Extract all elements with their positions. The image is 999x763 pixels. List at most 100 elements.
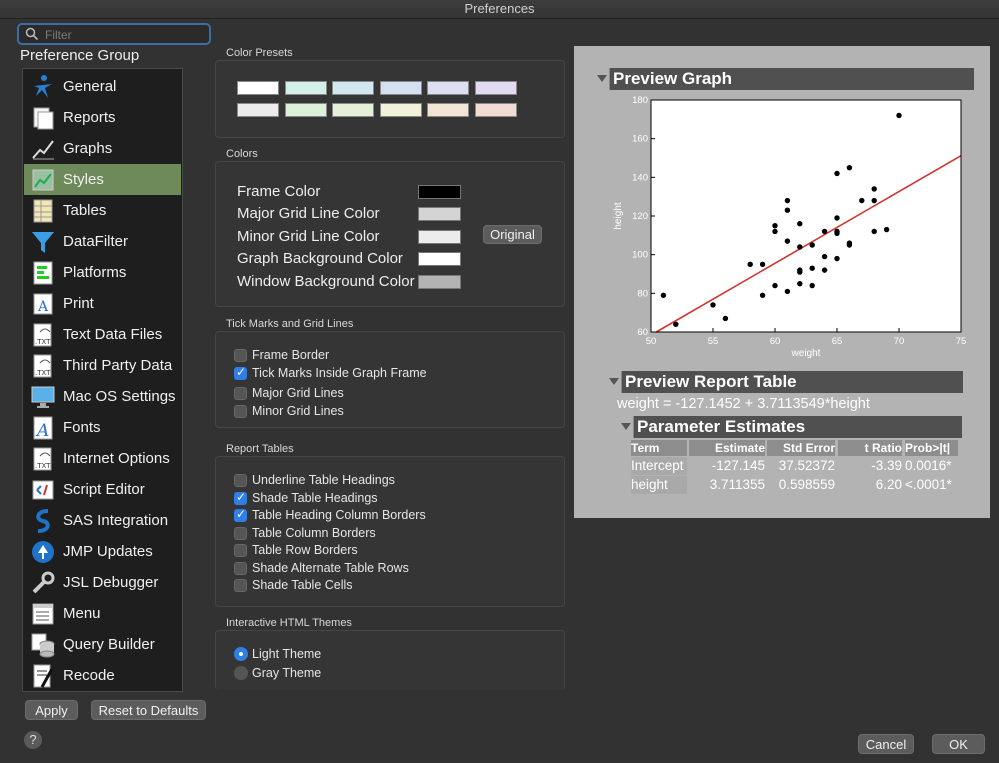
color-preset-swatch[interactable] [284,81,327,95]
color-preset-swatch[interactable] [332,103,374,117]
original-button[interactable]: Original [483,225,542,244]
checkbox[interactable] [234,348,247,362]
data-point [896,112,902,119]
color-preset-swatch[interactable] [284,103,327,117]
color-picker-swatch[interactable] [418,252,461,267]
checkbox[interactable] [234,543,247,557]
table-header-cell: t Ratio [838,440,902,456]
checkbox-option[interactable]: Tick Marks Inside Graph Frame [234,365,427,380]
cancel-button[interactable]: Cancel [858,734,914,754]
checkbox[interactable] [234,404,247,418]
data-point [834,170,840,177]
sidebar-item-jmp-updates[interactable]: JMP Updates [24,536,181,567]
checkbox-option[interactable]: Table Heading Column Borders [234,507,426,522]
disclosure-triangle-icon[interactable] [621,423,631,430]
color-preset-swatch[interactable] [379,103,422,117]
sidebar-item-sas-integration[interactable]: SAS Integration [24,505,181,536]
sidebar-item-tables[interactable]: Tables [24,195,181,226]
color-picker-swatch[interactable] [418,274,461,289]
parameter-estimates-title: Parameter Estimates [633,416,962,438]
data-point [834,255,840,262]
sidebar-item-label: Reports [63,109,116,126]
sidebar-item-jsl-debugger[interactable]: JSL Debugger [24,567,181,598]
color-preset-swatch[interactable] [427,81,469,95]
sidebar-item-platforms[interactable]: Platforms [24,257,181,288]
sidebar-item-text-data-files[interactable]: .TXT Text Data Files [24,319,181,350]
help-button[interactable]: ? [24,731,42,749]
checkbox[interactable] [234,561,247,575]
sidebar-item-menu[interactable]: Menu [24,598,181,629]
sidebar-item-styles[interactable]: Styles [24,164,181,195]
data-point [673,321,679,327]
sidebar-item-script-editor[interactable]: Script Editor [24,474,181,505]
sidebar-item-label: Script Editor [63,481,145,498]
checkbox[interactable] [234,578,247,592]
color-picker-swatch[interactable] [418,229,461,244]
checkbox[interactable] [234,386,247,400]
recode-icon [28,661,58,691]
checkbox-option[interactable]: Table Row Borders [234,543,358,557]
disclosure-triangle-icon[interactable] [597,75,607,82]
checkbox[interactable] [234,507,247,522]
checkbox[interactable] [234,490,247,505]
checkbox-option[interactable]: Shade Table Cells [234,578,353,592]
data-point [871,186,877,192]
reset-to-defaults-button[interactable]: Reset to Defaults [91,700,206,720]
filter-input[interactable] [43,26,207,44]
sidebar-item-graphs[interactable]: Graphs [24,133,181,164]
sidebar-item-mac-os-settings[interactable]: Mac OS Settings [24,381,181,412]
color-preset-swatch[interactable] [427,103,469,117]
sidebar-item-third-party-data[interactable]: .TXT Third Party Data [24,350,181,381]
checkbox-option[interactable]: Underline Table Headings [234,473,395,487]
checkbox[interactable] [234,526,247,540]
checkbox-option[interactable]: Shade Table Headings [234,490,378,505]
general-icon [28,72,58,102]
report-tables-title: Report Tables [226,443,294,455]
sidebar-item-query-builder[interactable]: Query Builder [24,629,181,660]
styles-icon [28,165,58,195]
color-picker-swatch[interactable] [418,185,461,199]
table-cell: Intercept [631,457,687,475]
svg-text:A: A [35,421,49,441]
color-preset-swatch[interactable] [237,81,279,95]
radio-button[interactable] [234,666,248,680]
theme-radio-option[interactable]: Gray Theme [234,666,321,680]
sidebar-item-datafilter[interactable]: DataFilter [24,226,181,257]
sidebar-item-label: Recode [63,667,115,684]
checkbox-option[interactable]: Frame Border [234,348,329,362]
checkbox-option[interactable]: Table Column Borders [234,526,376,540]
svg-text:.TXT: .TXT [35,338,51,346]
color-preset-swatch[interactable] [237,103,279,117]
radio-button[interactable] [234,647,248,661]
sidebar-item-reports[interactable]: Reports [24,102,181,133]
checkbox-option[interactable]: Major Grid Lines [234,386,344,400]
preference-group-list[interactable]: General Reports Graphs Styles Tables DataFilt… [22,68,183,692]
monitor-icon [28,382,58,412]
disclosure-triangle-icon[interactable] [609,378,619,385]
x-axis-label: weight [791,348,821,359]
theme-radio-option[interactable]: Light Theme [234,647,321,661]
data-point [784,238,791,244]
checkbox[interactable] [234,473,247,487]
checkbox-option[interactable]: Shade Alternate Table Rows [234,561,409,575]
sidebar-item-print[interactable]: A Print [24,288,181,319]
checkbox[interactable] [234,365,247,380]
filter-field[interactable] [17,23,211,45]
apply-button[interactable]: Apply [25,700,78,720]
sidebar-item-internet-options[interactable]: .TXT Internet Options [24,443,181,474]
checkbox-label: Shade Table Headings [252,491,378,505]
sidebar-item-recode[interactable]: Recode [24,660,181,691]
sidebar-item-fonts[interactable]: A Fonts [24,412,181,443]
color-preset-swatch[interactable] [332,81,374,95]
plot-frame [650,99,962,333]
color-preset-swatch[interactable] [474,103,517,117]
color-preset-swatch[interactable] [379,81,422,95]
data-point [797,221,803,227]
report-tables-box [215,456,565,607]
color-preset-swatch[interactable] [474,81,517,95]
sidebar-item-general[interactable]: General [24,71,181,102]
color-picker-swatch[interactable] [418,207,461,222]
fonts-icon: A [28,413,58,443]
checkbox-option[interactable]: Minor Grid Lines [234,404,344,418]
ok-button[interactable]: OK [932,734,985,754]
